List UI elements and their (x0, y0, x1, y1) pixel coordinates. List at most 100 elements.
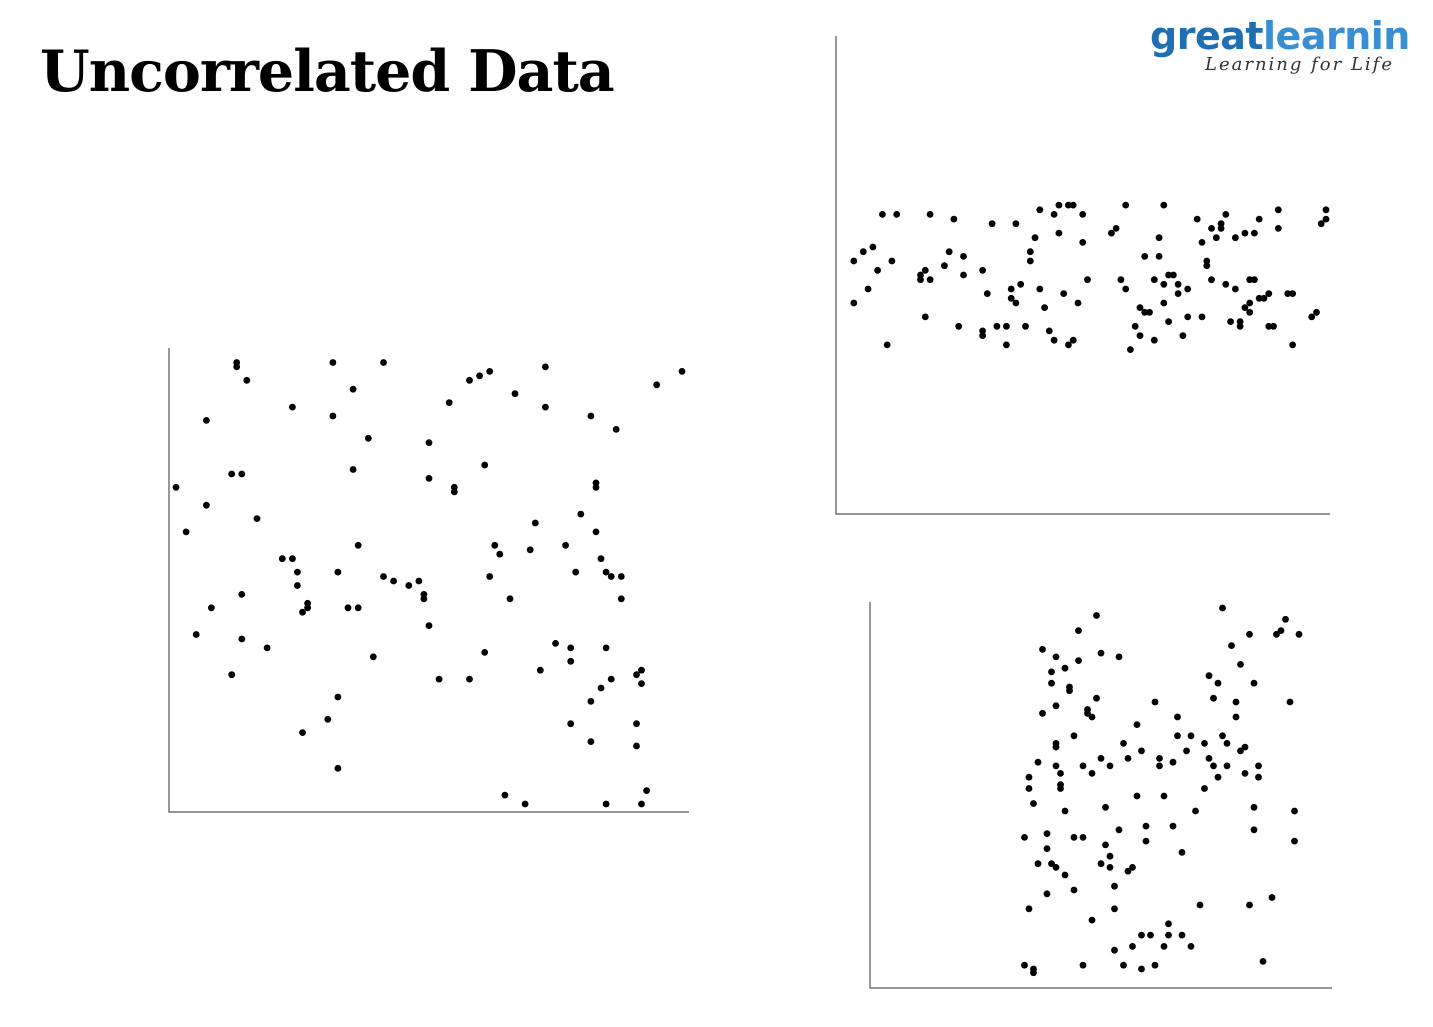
scatter-point (1232, 698, 1240, 706)
scatter-point (1174, 290, 1182, 297)
scatter-point (299, 729, 306, 736)
scatter-point (1138, 747, 1145, 755)
scatter-point (1270, 322, 1277, 330)
scatter-point (1205, 755, 1213, 762)
scatter-point (1241, 743, 1249, 751)
scatter-point (1277, 627, 1285, 634)
scatter-point (850, 257, 858, 265)
scatter-point (380, 359, 387, 366)
scatter-point (1160, 792, 1168, 800)
scatter-point (506, 595, 514, 603)
scatter-point (1217, 220, 1225, 228)
scatter-point (1055, 201, 1063, 209)
scatter-point (960, 253, 967, 260)
scatter-point (1219, 732, 1226, 740)
scatter-point (1295, 630, 1303, 638)
scatter-point (344, 604, 352, 612)
scatter-point (1070, 834, 1078, 841)
scatter-point (208, 604, 215, 612)
scatter-point (1322, 215, 1330, 223)
scatter-point (1237, 747, 1244, 755)
scatter-point (597, 684, 605, 692)
scatter-point (1022, 322, 1029, 330)
scatter-point (1232, 713, 1240, 721)
scatter-point (1274, 206, 1282, 214)
logo-word-learning: learnin (1263, 14, 1410, 58)
scatter-point (979, 266, 986, 274)
scatter-point (1070, 732, 1078, 740)
scatter-point (638, 800, 645, 808)
scatter-point (1050, 211, 1058, 218)
scatter-point (893, 211, 901, 218)
scatter-point (511, 390, 519, 398)
scatter-point (405, 582, 413, 589)
axis-lines (168, 348, 689, 813)
scatter-point (1048, 860, 1055, 868)
scatter-point (567, 644, 575, 652)
scatter-point (1052, 762, 1060, 770)
scatter-point (1156, 755, 1163, 762)
scatter-point (1268, 894, 1276, 901)
scatter-point (349, 466, 357, 473)
scatter-point (1160, 299, 1168, 307)
scatter-point (415, 577, 423, 585)
scatter-point (1136, 332, 1144, 339)
scatter-point (1223, 740, 1231, 747)
scatter-point (1108, 229, 1115, 237)
scatter-point (1313, 308, 1320, 316)
scatter-point (1150, 336, 1158, 344)
scatter-point (263, 644, 271, 652)
scatter-point (1127, 346, 1134, 353)
scatter-point (1079, 762, 1087, 770)
scatter-point (450, 488, 458, 496)
scatter-point (1136, 304, 1144, 311)
scatter-point (1273, 630, 1280, 638)
scatter-point (334, 764, 342, 772)
scatter-point (1246, 299, 1254, 307)
scatter-point (1003, 322, 1010, 330)
scatter-point (1203, 257, 1211, 265)
scatter-point (1079, 239, 1087, 246)
scatter-point (1251, 229, 1258, 237)
scatter-point (1201, 740, 1208, 747)
scatter-point (1241, 304, 1249, 311)
scatter-point (1025, 905, 1033, 913)
scatter-point (1065, 201, 1072, 209)
scatter-point (1155, 234, 1163, 242)
scatter-point (577, 510, 585, 518)
scatter-point (526, 546, 534, 554)
scatter-point (1179, 332, 1187, 339)
scatter-point (481, 649, 489, 656)
scatter-point (1131, 322, 1139, 330)
scatter-point (1021, 961, 1028, 969)
scatter-point (1074, 299, 1082, 307)
scatter-point (1111, 946, 1118, 954)
scatter-point (1079, 211, 1087, 218)
scatter-point (1205, 672, 1213, 680)
scatter-point (643, 787, 650, 794)
scatter-point (1222, 280, 1230, 288)
scatter-point (334, 568, 342, 576)
scatter-point (1075, 627, 1082, 634)
scatter-point (1165, 931, 1172, 939)
scatter-point (592, 528, 600, 536)
scatter-point (334, 693, 342, 701)
scatter-point (1308, 313, 1316, 321)
scatter-point (638, 666, 645, 674)
scatter-point (921, 266, 929, 274)
scatter-point (1184, 313, 1192, 321)
scatter-point (1286, 698, 1294, 706)
scatter-point (1069, 336, 1077, 344)
scatter-point (354, 541, 362, 549)
scatter-point (435, 675, 443, 683)
scatter-point (567, 657, 575, 665)
scatter-point (638, 680, 645, 687)
scatter-point (1039, 646, 1046, 653)
scatter-point (238, 591, 246, 598)
scatter-point (1138, 965, 1145, 973)
scatter-point (1129, 864, 1136, 871)
scatter-point (1120, 961, 1127, 969)
scatter-plot-main (168, 348, 689, 813)
scatter-point (1250, 803, 1258, 811)
scatter-point (369, 653, 377, 661)
